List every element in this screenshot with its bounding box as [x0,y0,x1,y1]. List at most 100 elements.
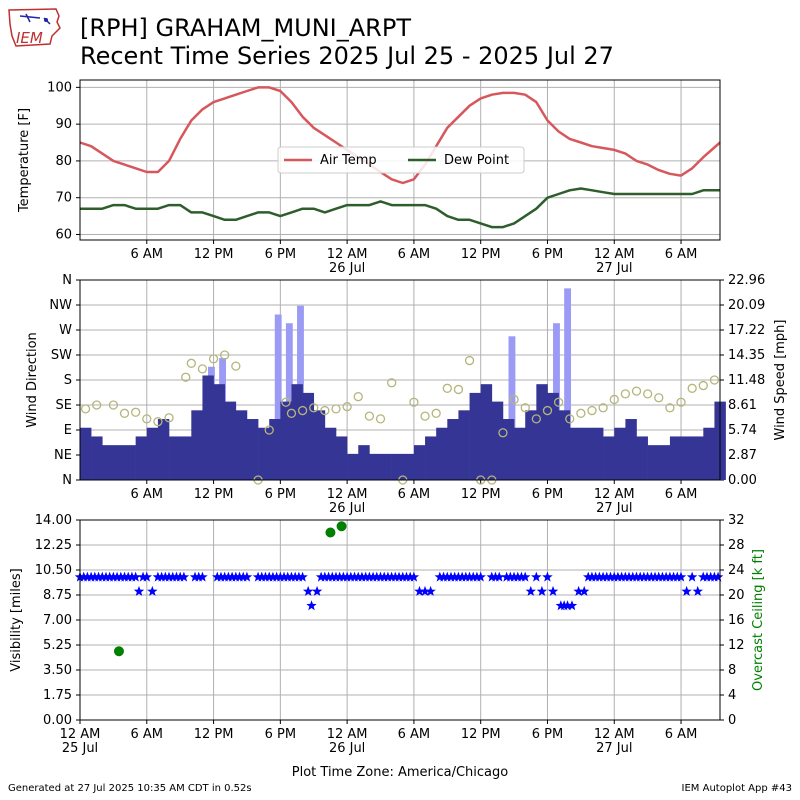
wind-gust-bar [274,314,282,480]
wind-speed-bar [614,427,626,480]
wind-speed-bar [447,419,459,480]
ceiling-tick-label: 28 [728,538,745,553]
ceiling-tick-label: 8 [728,663,736,678]
temperature-plot-frame [79,79,721,241]
wind-direction-point [164,413,174,423]
wind-direction-point [153,417,163,427]
wind-speed-bar [402,453,415,480]
y-tick-label: 80 [55,154,72,169]
wind-speed-bar [558,410,571,480]
x-tick-label: 12 PM [461,727,501,742]
x-tick-label: 12 PM [461,247,501,262]
wind-speed-bar [681,436,693,480]
ceiling-tick-label: 12 [728,638,745,653]
visibility-point [547,585,559,596]
x-tick-label: 6 PM [265,727,296,742]
wind-gust-bar [564,288,572,480]
visibility-tick-label: 8.75 [43,588,72,603]
wind-direction-point [92,400,102,410]
visibility-tick-label: 10.50 [35,563,72,578]
x-tick-label: 6 AM [398,487,431,502]
visibility-point [419,585,431,596]
wind-direction-point [342,402,352,412]
wind-direction-point [420,411,430,421]
wind-direction-point [331,404,341,414]
wind-speed-bar [347,453,359,480]
wind-speed-tick-label: 20.09 [728,298,765,313]
wind-direction-point [281,397,291,407]
x-tick-label: 12 AM [594,727,635,742]
x-tick-label: 6 AM [665,487,698,502]
y-tick-label: 70 [55,191,72,206]
x-tick-label: 6 PM [532,727,563,742]
wind-direction-point [208,354,219,364]
wind-speed-bar [169,436,181,480]
wind-speed-bar [235,410,248,480]
wind-speed-axis-label: Wind Speed [mph] [773,320,788,441]
visibility-point [562,600,573,611]
wind-speed-bar [514,427,526,480]
visibility-point [302,585,314,596]
visibility-point [681,585,692,596]
iowa-outline-icon [8,8,61,47]
wind-direction-point [197,364,208,374]
wind-speed-bar [202,375,214,480]
wind-direction-point [409,397,419,407]
x-tick-label: 6 AM [131,727,164,742]
wind-speed-bar [135,436,148,480]
visibility-axis-label: Visibility [miles] [9,568,24,671]
x-tick-label: 6 PM [265,247,296,262]
x-tick-label: 6 AM [665,247,698,262]
wind-direction-point [320,405,330,416]
x-tick-label: 12 AM [60,727,101,742]
wind-direction-point [709,375,720,385]
x-tick-label: 6 PM [532,487,563,502]
ceiling-tick-label: 0 [728,713,736,728]
wind-speed-bar [491,401,504,480]
wind-direction-tick-label: SE [56,398,72,413]
wind-speed-tick-label: 2.87 [728,448,757,463]
wind-direction-point [498,428,508,438]
wind-speed-bar [480,384,493,480]
logo-text: IEM [16,29,43,47]
dew-point-line [80,187,720,229]
x-tick-label: 12 AM [327,487,368,502]
wind-speed-bar [547,392,559,480]
wind-speed-bar [80,427,92,480]
ceiling-tick-label: 32 [728,513,745,528]
wind-speed-tick-label: 22.96 [728,273,765,288]
legend [277,146,525,174]
x-tick-label: 12 AM [594,487,635,502]
visibility-tick-label: 3.50 [43,663,72,678]
ceiling-tick-label: 4 [728,688,736,703]
x-tick-label: 12 AM [327,247,368,262]
x-tick-label: 6 AM [398,727,431,742]
x-tick-label: 12 AM [327,727,368,742]
wind-direction-point [542,405,553,416]
footer-app: IEM Autoplot App #43 [681,783,792,794]
visibility-point [519,571,531,582]
wind-speed-bar [157,419,170,480]
wind-direction-tick-label: E [64,423,72,438]
wind-speed-bar [258,427,270,480]
wind-direction-point [108,400,119,410]
wind-speed-bar [246,419,259,480]
footer-generated: Generated at 27 Jul 2025 10:35 AM CDT in… [8,783,252,794]
wind-direction-point [220,350,230,360]
visibility-point [408,571,420,582]
wind-direction-point [442,383,452,393]
wind-speed-tick-label: 14.35 [728,348,765,363]
x-date-label: 26 Jul [329,501,365,516]
visibility-point [130,571,141,582]
visibility-point [197,571,208,582]
wind-speed-bar [269,419,281,480]
wind-direction-tick-label: NW [49,298,72,313]
wind-direction-point [598,403,608,413]
wind-speed-bar [502,419,515,480]
wind-direction-tick-label: W [59,323,72,338]
wind-direction-point [553,397,564,407]
wind-speed-tick-label: 11.48 [728,373,765,388]
wind-direction-point [80,404,91,414]
wind-direction-point [142,414,152,424]
